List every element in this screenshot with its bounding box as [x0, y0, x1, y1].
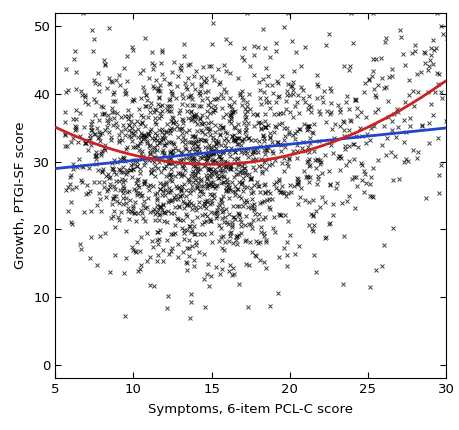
X-axis label: Symptoms, 6-item PCL-C score: Symptoms, 6-item PCL-C score	[148, 403, 353, 416]
Y-axis label: Growth, PTGI-SF score: Growth, PTGI-SF score	[13, 122, 27, 270]
